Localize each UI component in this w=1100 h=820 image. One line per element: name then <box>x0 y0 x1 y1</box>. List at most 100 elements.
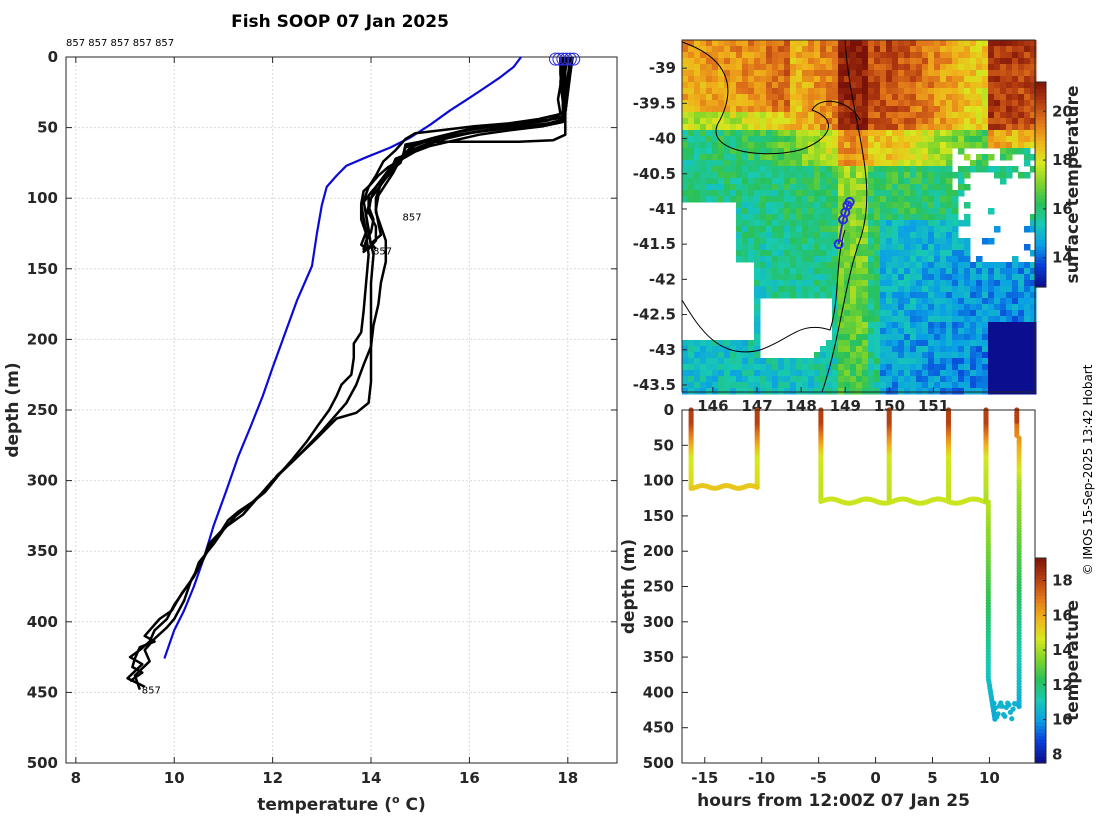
sst-cell <box>958 88 965 95</box>
sst-cell <box>958 322 965 329</box>
sst-cell <box>730 178 737 185</box>
sst-cell <box>844 250 851 257</box>
sst-cell <box>898 322 905 329</box>
sst-cell <box>796 184 803 191</box>
sst-cell <box>970 52 977 59</box>
sst-cell <box>712 118 719 125</box>
sst-cell <box>742 382 749 389</box>
sst-cell <box>844 328 851 335</box>
sst-cell <box>946 382 953 389</box>
sst-cell <box>1024 40 1031 47</box>
sst-cell <box>1024 88 1031 95</box>
sst-cell <box>898 142 905 149</box>
sst-cell <box>904 316 911 323</box>
y-tick-label: 450 <box>27 683 58 701</box>
sst-cell <box>934 184 941 191</box>
sst-cell <box>958 388 965 395</box>
colorbar-segment <box>1035 691 1046 696</box>
sst-cell <box>820 172 827 179</box>
sst-cell <box>1000 154 1007 161</box>
sst-cell <box>934 346 941 353</box>
sst-cell <box>724 352 731 359</box>
sst-cell <box>820 100 827 107</box>
sst-cell <box>928 238 935 245</box>
sst-cell <box>1024 82 1031 89</box>
sst-cell <box>682 130 689 137</box>
sst-cell <box>844 148 851 155</box>
colorbar-segment <box>1035 256 1046 261</box>
sst-cell <box>994 172 1001 179</box>
sst-cell <box>796 370 803 377</box>
sst-cell <box>1030 388 1037 395</box>
sst-cell <box>922 40 929 47</box>
sst-cell <box>892 58 899 65</box>
sst-cell <box>922 310 929 317</box>
sst-cell <box>886 142 893 149</box>
sst-cell <box>748 76 755 83</box>
sst-cell <box>982 142 989 149</box>
sst-cell <box>928 256 935 263</box>
sst-cell <box>874 214 881 221</box>
sst-cell <box>1006 268 1013 275</box>
sst-cell <box>904 196 911 203</box>
sst-cell <box>862 352 869 359</box>
sst-cell <box>958 262 965 269</box>
sst-cell <box>844 346 851 353</box>
sst-cell <box>796 268 803 275</box>
sst-cell <box>970 376 977 383</box>
sst-cell <box>874 220 881 227</box>
sst-cell <box>916 58 923 65</box>
sst-cell <box>808 112 815 119</box>
sst-cell <box>934 82 941 89</box>
sst-cell <box>832 40 839 47</box>
sst-cell <box>928 46 935 53</box>
sst-cell <box>874 376 881 383</box>
sst-cell <box>892 130 899 137</box>
sst-cell <box>1018 118 1025 125</box>
sst-cell <box>862 388 869 395</box>
sst-cell <box>958 250 965 257</box>
sst-cell <box>760 166 767 173</box>
sst-cell <box>790 220 797 227</box>
sst-cell <box>826 286 833 293</box>
sst-cell <box>880 184 887 191</box>
sst-cell <box>988 136 995 143</box>
sst-cell <box>730 70 737 77</box>
sst-cell <box>862 340 869 347</box>
sst-cell <box>682 352 689 359</box>
sst-cell <box>916 178 923 185</box>
sst-cell <box>874 148 881 155</box>
sst-cell <box>838 190 845 197</box>
sst-cell <box>796 274 803 281</box>
sst-cell <box>688 172 695 179</box>
sst-cell <box>886 184 893 191</box>
sst-cell <box>988 388 995 395</box>
sst-cell <box>874 124 881 131</box>
sst-cell <box>928 124 935 131</box>
sst-cell <box>880 244 887 251</box>
sst-cell <box>982 154 989 161</box>
sst-cell <box>844 88 851 95</box>
sst-cell <box>748 94 755 101</box>
sst-cell <box>982 322 989 329</box>
sst-cell <box>826 190 833 197</box>
sst-cell <box>958 310 965 317</box>
sst-cell <box>1030 286 1037 293</box>
sst-cell <box>994 382 1001 389</box>
sst-cell <box>760 232 767 239</box>
section-y-tick-label: 400 <box>643 683 674 701</box>
sst-cell <box>1012 280 1019 287</box>
sst-cell <box>964 214 971 221</box>
sst-cell <box>802 106 809 113</box>
sst-cell <box>928 328 935 335</box>
sst-cell <box>826 262 833 269</box>
sst-cell <box>766 148 773 155</box>
sst-cell <box>820 190 827 197</box>
colorbar-segment <box>1035 276 1046 281</box>
sst-cell <box>682 46 689 53</box>
sst-cell <box>856 70 863 77</box>
sst-cell <box>778 256 785 263</box>
sst-cell <box>814 190 821 197</box>
sst-cell <box>748 160 755 167</box>
sst-cell <box>1012 304 1019 311</box>
